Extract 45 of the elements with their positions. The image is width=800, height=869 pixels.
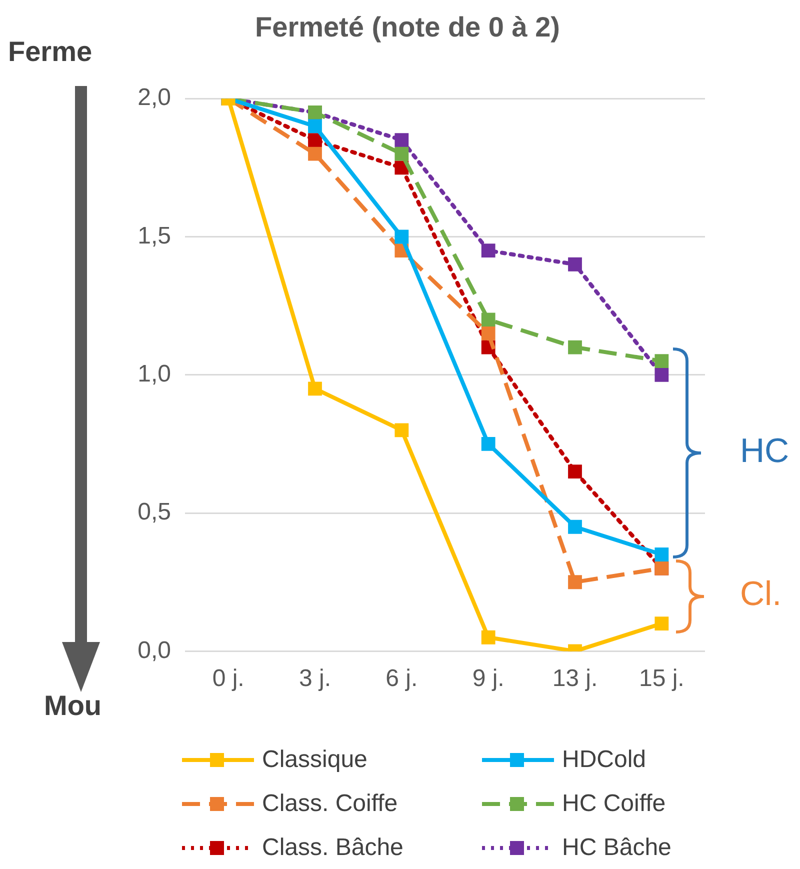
legend-label: Classique — [262, 746, 368, 774]
point — [481, 312, 496, 327]
text: Ferme — [8, 36, 92, 68]
point — [568, 520, 582, 534]
point — [394, 423, 409, 438]
point — [394, 160, 409, 175]
chart-title: Fermeté (note de 0 à 2) — [255, 12, 560, 43]
point — [394, 133, 409, 147]
x-tick-label: 13 j. — [552, 665, 598, 692]
point — [481, 630, 496, 644]
point — [308, 382, 322, 396]
point — [394, 230, 409, 244]
point — [568, 464, 582, 479]
x-tick-label: 9 j. — [472, 665, 504, 692]
x-tick-label: 6 j. — [386, 665, 418, 692]
legend-label: Class. Coiffe — [262, 790, 398, 818]
point — [481, 244, 496, 258]
point — [654, 368, 669, 382]
point — [654, 616, 669, 631]
y-tick-label: 1,5 — [138, 222, 171, 250]
point — [394, 146, 409, 161]
text: Cl. — [740, 575, 782, 614]
x-tick-label: 3 j. — [298, 665, 332, 692]
x-tick-label: 15 j. — [638, 665, 684, 692]
point — [481, 326, 496, 340]
point — [481, 437, 496, 451]
point — [654, 354, 669, 368]
point — [308, 146, 322, 161]
point — [568, 575, 582, 590]
point — [568, 257, 582, 272]
text: Mou — [44, 690, 102, 722]
y-tick-label: 1,0 — [138, 360, 171, 388]
text: HC — [740, 432, 790, 471]
point — [568, 340, 582, 354]
legend-label: Class. Bâche — [262, 834, 404, 862]
y-tick-label: 0,5 — [138, 498, 171, 526]
y-tick-label: 2,0 — [138, 84, 171, 112]
point — [654, 548, 669, 562]
point — [308, 119, 322, 134]
y-tick-label: 0,0 — [138, 636, 171, 664]
legend-label: HC Coiffe — [562, 790, 666, 818]
x-tick-label: 0 j. — [212, 665, 244, 692]
point — [308, 133, 322, 147]
legend-label: HC Bâche — [562, 834, 672, 862]
legend-label: HDCold — [562, 746, 646, 774]
